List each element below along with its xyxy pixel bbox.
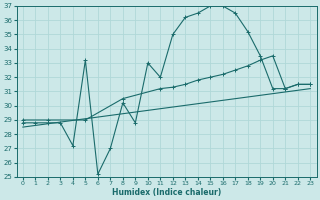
- X-axis label: Humidex (Indice chaleur): Humidex (Indice chaleur): [112, 188, 221, 197]
